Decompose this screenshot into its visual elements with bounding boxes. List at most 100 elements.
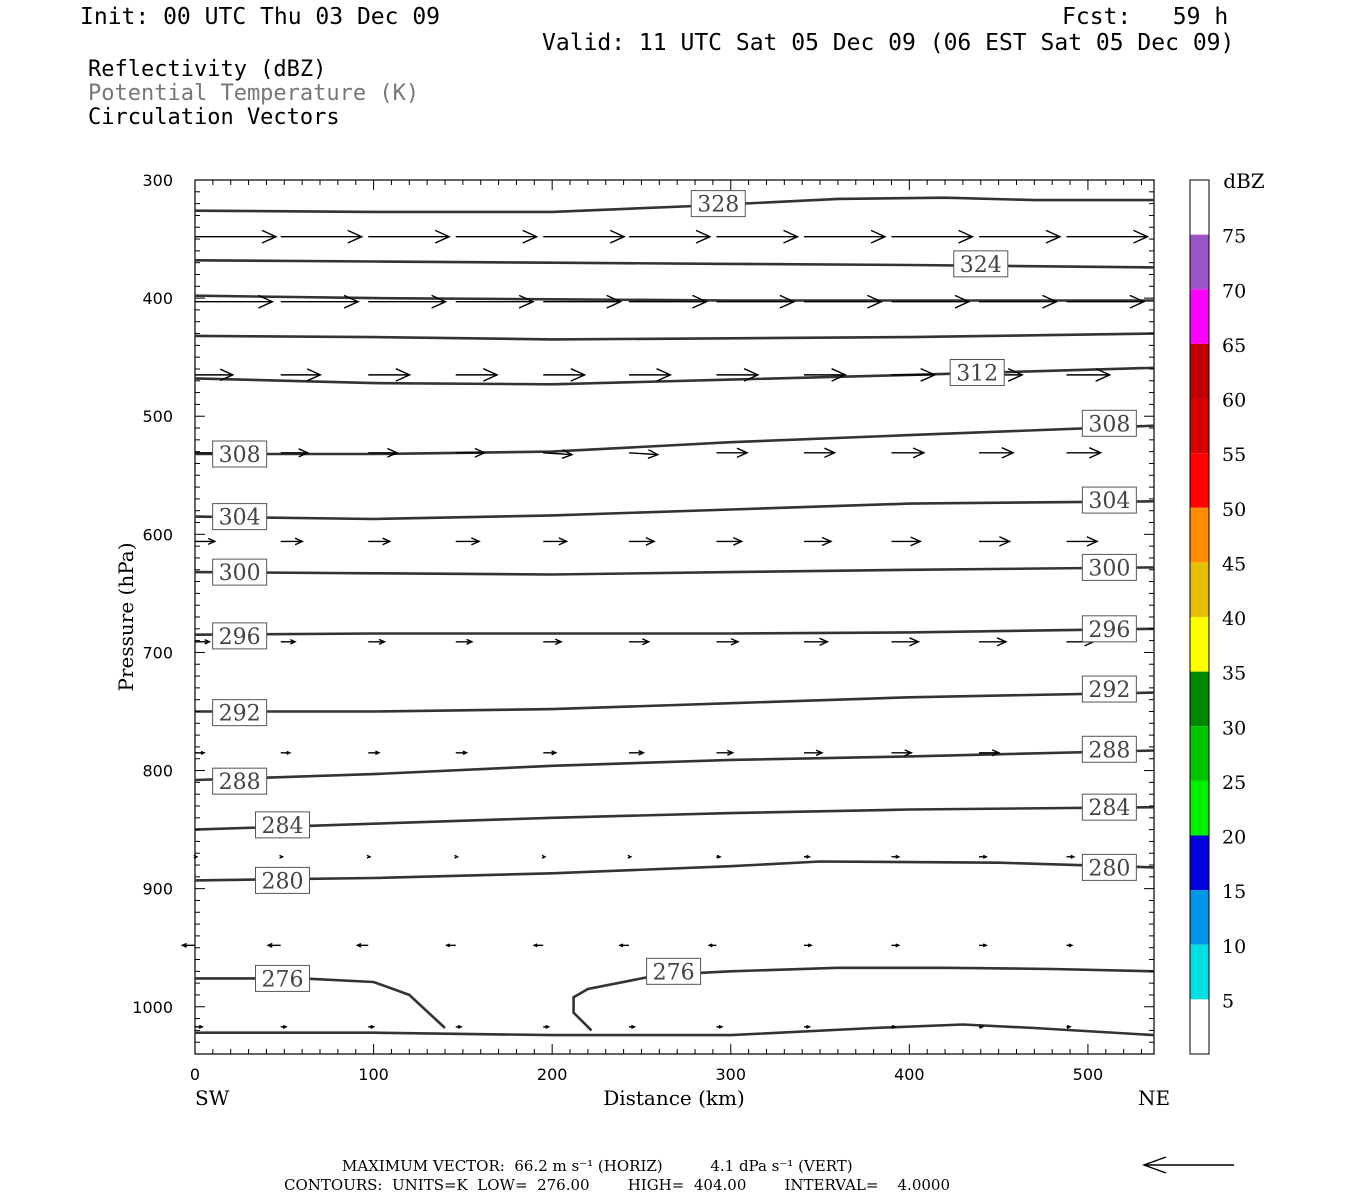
- colorbar-segment: [1190, 180, 1209, 235]
- circulation-vector-head: [471, 537, 481, 546]
- circulation-vector-head: [718, 1024, 724, 1029]
- circulation-vector-head: [431, 294, 448, 309]
- field-circulation-vectors: Circulation Vectors: [88, 105, 340, 130]
- contour-label-box: [1081, 853, 1137, 881]
- circulation-vector-head: [294, 537, 305, 546]
- circulation-vector-head: [1129, 294, 1146, 309]
- contour-label-box: [1081, 735, 1137, 763]
- colorbar-level: 10: [1222, 936, 1246, 958]
- max-vector-note: MAXIMUM VECTOR: 66.2 m s⁻¹ (HORIZ) 4.1 d…: [342, 1157, 853, 1175]
- colorbar-segment: [1190, 999, 1209, 1054]
- x-tick-label: 300: [715, 1065, 746, 1084]
- field-potential-temperature: Potential Temperature (K): [88, 81, 420, 106]
- circulation-vector-head: [638, 750, 646, 756]
- circulation-vector-head: [466, 638, 474, 645]
- contour-label: 328: [697, 193, 739, 218]
- y-tick-label: 900: [142, 880, 173, 899]
- contour-label: 284: [262, 814, 304, 839]
- reference-vector-head: [1141, 1156, 1167, 1174]
- circulation-vector-head: [198, 1024, 204, 1029]
- contour-label: 288: [219, 770, 261, 795]
- colorbar-segment: [1190, 617, 1209, 672]
- circulation-vector-head: [806, 1024, 812, 1029]
- colorbar-segment: [1190, 671, 1209, 727]
- contour-label: 288: [1088, 738, 1130, 763]
- x-tick-label: 500: [1073, 1065, 1104, 1084]
- contour-label: 276: [653, 960, 695, 985]
- forecast-hour: Fcst: 59 h: [1062, 4, 1229, 30]
- circulation-vector-head: [821, 536, 833, 547]
- circulation-vector-head: [375, 750, 381, 756]
- y-tick-label: 600: [142, 525, 173, 544]
- theta-contour: [194, 805, 1155, 831]
- circulation-vector-head: [695, 229, 712, 244]
- colorbar: 5 10 15 20 25 30 35 40 45 50 55 60 65 70 75: [1189, 179, 1246, 1055]
- colorbar-segment: [1190, 453, 1209, 508]
- circulation-vector-head: [193, 854, 199, 859]
- contour-label-box: [646, 957, 702, 985]
- contour-label: 304: [219, 506, 261, 531]
- colorbar-level: 20: [1222, 827, 1246, 849]
- vector-layer: [180, 229, 1150, 1029]
- circulation-vector-head: [219, 368, 235, 382]
- circulation-vector-head: [1042, 294, 1059, 309]
- circulation-vector-head: [554, 638, 563, 646]
- y-tick-label: 1000: [132, 998, 173, 1017]
- circulation-vector-head: [551, 750, 558, 756]
- circulation-vector-head: [954, 294, 971, 309]
- circulation-vector-head: [730, 637, 740, 646]
- colorbar-title: dBZ: [1223, 169, 1265, 193]
- colorbar-segment: [1190, 726, 1209, 781]
- circulation-vector-head: [895, 943, 901, 948]
- circulation-vector-head: [378, 638, 387, 645]
- circulation-vector-head: [910, 536, 923, 547]
- colorbar-segment: [1190, 343, 1209, 399]
- circulation-vector-head: [806, 854, 812, 859]
- circulation-vector-head: [1070, 854, 1076, 859]
- circulation-vector-head: [1086, 536, 1099, 547]
- contour-label: 308: [219, 443, 261, 468]
- circulation-vector-head: [261, 229, 278, 244]
- colorbar-level: 25: [1222, 772, 1246, 794]
- contour-label: 296: [1088, 618, 1130, 643]
- theta-contour: [194, 749, 1155, 782]
- circulation-vector-head: [743, 368, 760, 382]
- circulation-vector-head: [204, 638, 212, 645]
- circulation-vector-head: [904, 749, 914, 757]
- circulation-vector-head: [606, 294, 623, 309]
- circulation-vector-head: [727, 749, 735, 756]
- contour-label: 292: [1088, 678, 1130, 703]
- colorbar-segment: [1190, 944, 1209, 1000]
- circulation-vector: [543, 452, 573, 456]
- circulation-vector-head: [707, 943, 713, 948]
- colorbar-frame: [1189, 179, 1210, 1055]
- theta-contour: [194, 332, 1155, 341]
- circulation-vector-head: [736, 447, 749, 459]
- circulation-vector-head: [207, 537, 217, 546]
- theta-contour: [195, 424, 1155, 456]
- x-tick-label: 400: [894, 1065, 925, 1084]
- contour-label-box: [1081, 793, 1137, 821]
- circulation-vector-head: [1001, 447, 1015, 459]
- contour-label-box: [212, 558, 268, 586]
- colorbar-level: 75: [1222, 226, 1246, 248]
- circulation-vector-head: [306, 368, 323, 382]
- field-reflectivity: Reflectivity (dBZ): [88, 57, 327, 82]
- valid-time: Valid: 11 UTC Sat 05 Dec 09 (06 EST Sat …: [542, 30, 1235, 56]
- circulation-vector-head: [824, 447, 837, 459]
- circulation-vector-head: [895, 854, 901, 859]
- colorbar-segment: [1190, 234, 1209, 290]
- colorbar-level: 45: [1222, 553, 1246, 575]
- colorbar-level: 70: [1222, 280, 1246, 302]
- colorbar-level: 35: [1222, 663, 1246, 685]
- circulation-vector-head: [958, 229, 975, 244]
- colorbar-level: 65: [1222, 335, 1246, 357]
- circulation-vector-head: [641, 638, 651, 646]
- contour-label: 284: [1088, 796, 1130, 821]
- circulation-vector-head: [631, 1024, 637, 1029]
- circulation-vector-head: [200, 750, 206, 755]
- circulation-vector-head: [387, 447, 399, 458]
- contour-label-box: [690, 190, 746, 218]
- theta-contour: [194, 566, 1155, 576]
- colorbar-segment: [1190, 890, 1209, 945]
